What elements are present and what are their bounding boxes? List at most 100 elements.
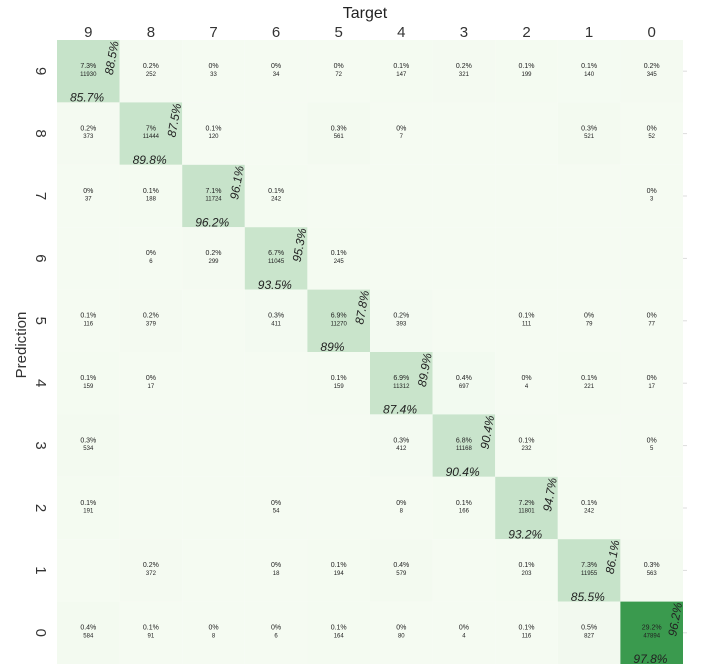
cell	[244, 227, 308, 290]
precision-label: 86.1%	[603, 539, 623, 575]
cell-count: 159	[83, 384, 94, 390]
cell	[557, 102, 621, 165]
cell-percent: 0.1%	[519, 63, 535, 70]
cell-percent: 0.1%	[331, 625, 347, 632]
cell-percent: 0%	[271, 63, 281, 70]
cell-count: 194	[334, 571, 345, 577]
x-tick-label: 0	[648, 24, 656, 41]
cell-percent: 0.1%	[331, 250, 347, 257]
cell	[557, 476, 621, 540]
y-tick-label: 5	[32, 317, 49, 325]
cell	[557, 414, 621, 477]
cell	[182, 539, 245, 602]
y-tick-label: 8	[32, 129, 49, 137]
cell-count: 321	[459, 72, 470, 78]
cell-percent: 0.3%	[331, 125, 347, 132]
cell-count: 80	[398, 633, 405, 639]
cell-percent: 0%	[396, 125, 406, 132]
cell-count: 242	[271, 197, 282, 203]
cell-percent: 0.1%	[206, 125, 222, 132]
cell-count: 47894	[643, 633, 660, 639]
x-tick-label: 6	[272, 24, 280, 41]
cell	[432, 289, 496, 352]
cell	[182, 601, 245, 664]
cell-count: 412	[396, 446, 407, 452]
cell	[495, 102, 558, 165]
cell	[557, 539, 621, 602]
x-tick-label: 7	[209, 24, 217, 41]
recall-label: 90.4%	[446, 465, 480, 479]
cell-percent: 0%	[271, 625, 281, 632]
cell-count: 11168	[456, 446, 472, 452]
cell	[370, 102, 433, 165]
recall-label: 93.5%	[258, 278, 292, 292]
cell-count: 242	[584, 509, 595, 515]
precision-label: 88.5%	[102, 40, 122, 76]
cell	[432, 102, 496, 165]
cell-percent: 0.4%	[393, 562, 409, 569]
cell-percent: 0%	[647, 313, 657, 320]
cell	[495, 40, 558, 103]
cell-percent: 0.3%	[268, 313, 284, 320]
cell-count: 6	[274, 633, 278, 639]
cell	[370, 289, 433, 352]
cell-count: 11930	[80, 72, 97, 78]
cell	[620, 414, 683, 477]
cell	[495, 476, 558, 540]
y-tick-label: 0	[32, 629, 49, 637]
precision-label: 87.5%	[165, 102, 185, 138]
cell	[244, 352, 308, 415]
cell-count: 11955	[581, 571, 598, 577]
x-tick-label: 4	[397, 24, 405, 41]
cell	[370, 164, 433, 228]
cell	[119, 227, 183, 290]
cell-percent: 0%	[83, 188, 93, 195]
cell	[432, 40, 496, 103]
cell-count: 11801	[518, 509, 535, 515]
cell	[307, 164, 370, 228]
cell	[182, 102, 245, 165]
cell-percent: 0%	[334, 63, 344, 70]
cell	[557, 164, 621, 228]
cell-percent: 29.2%	[642, 625, 662, 632]
cell-percent: 0.1%	[331, 562, 347, 569]
cell-count: 33	[210, 72, 217, 78]
cell-count: 188	[146, 197, 157, 203]
cell	[244, 414, 308, 477]
cell-percent: 0.1%	[331, 375, 347, 382]
cell	[119, 102, 183, 165]
cell-count: 579	[396, 571, 407, 577]
cell	[620, 539, 683, 602]
cell	[557, 227, 621, 290]
cell	[432, 539, 496, 602]
cell-percent: 0%	[146, 375, 156, 382]
cell	[307, 102, 370, 165]
cell-count: 199	[521, 72, 532, 78]
cell	[432, 476, 496, 540]
y-tick-label: 4	[32, 379, 49, 387]
cell	[432, 164, 496, 228]
precision-label: 89.9%	[415, 352, 435, 388]
x-tick-label: 9	[84, 24, 92, 41]
cell-percent: 0.3%	[393, 437, 409, 444]
cell	[307, 539, 370, 602]
cell-percent: 7.3%	[80, 63, 96, 70]
cell-percent: 0%	[459, 625, 469, 632]
cell-percent: 0%	[146, 250, 156, 257]
y-tick-label: 9	[32, 67, 49, 75]
x-tick-label: 5	[335, 24, 343, 41]
cell-count: 561	[334, 134, 345, 140]
cell	[495, 164, 558, 228]
cell	[182, 352, 245, 415]
cell	[307, 476, 370, 540]
cell	[557, 40, 621, 103]
cell	[244, 102, 308, 165]
cell	[57, 164, 120, 228]
cell-percent: 0%	[647, 375, 657, 382]
cell-percent: 0.2%	[143, 562, 159, 569]
cell	[495, 227, 558, 290]
cell-count: 827	[584, 633, 595, 639]
cell	[370, 539, 433, 602]
cell	[57, 289, 120, 352]
cell-count: 534	[83, 446, 94, 452]
